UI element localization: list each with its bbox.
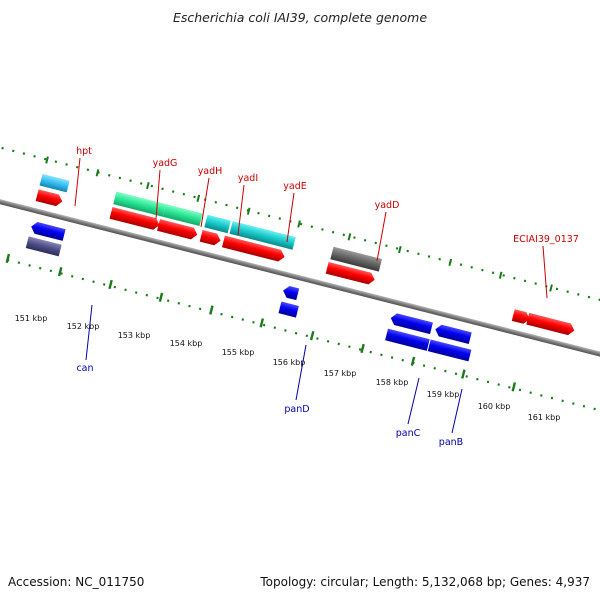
tick-mark: [108, 279, 113, 290]
leader-line-panD: [295, 344, 307, 401]
leader-line-ECIAI39_0137: [542, 245, 548, 299]
tick-mark: [45, 156, 49, 164]
tick-label: 161 kbp: [528, 413, 561, 422]
gene-label-panC: panC: [396, 428, 421, 439]
reverse-tick-marks: [5, 253, 517, 392]
gene-box-yadD[interactable]: [330, 246, 383, 272]
tick-label: 159 kbp: [427, 390, 460, 399]
position-tick-labels: 151 kbp 152 kbp 153 kbp 154 kbp 155 kbp …: [15, 314, 561, 422]
tick-mark: [158, 292, 164, 302]
gene-box-panC[interactable]: [385, 328, 430, 351]
gene-box-yadG[interactable]: [113, 191, 166, 217]
gene-label-can: can: [76, 363, 93, 374]
gene-label-yadD: yadD: [375, 200, 400, 211]
gene-arrow-yadH-forward[interactable]: [157, 219, 199, 240]
tick-mark: [360, 343, 365, 354]
gene-arrow-panD-reverse[interactable]: [282, 285, 300, 301]
gene-box-panB[interactable]: [427, 339, 472, 362]
tick-mark: [146, 181, 150, 190]
tick-mark: [398, 245, 402, 254]
gene-label-panB: panB: [439, 437, 463, 448]
gene-arrow-hpt-forward[interactable]: [35, 189, 64, 207]
gene-arrow-yadD-forward[interactable]: [325, 261, 376, 286]
gene-box-hpt[interactable]: [39, 173, 70, 193]
gene-arrow-yadI-forward[interactable]: [199, 229, 222, 247]
gene-label-ECIAI39_0137: ECIAI39_0137: [513, 234, 579, 245]
gene-arrow-can-reverse[interactable]: [30, 221, 66, 241]
reverse-leader-lines: [85, 304, 463, 434]
tick-label: 151 kbp: [15, 314, 48, 323]
tick-label: 160 kbp: [478, 402, 511, 411]
gene-arrow-panB-reverse[interactable]: [434, 323, 472, 344]
gene-arrow-yadE-forward[interactable]: [221, 235, 286, 263]
tick-mark: [246, 207, 251, 215]
forward-leader-lines: [74, 157, 548, 299]
tick-mark: [297, 220, 301, 228]
tick-mark: [5, 253, 11, 264]
tick-mark: [498, 271, 503, 279]
forward-gene-labels: hpt yadG yadH yadI yadE yadD ECIAI39_013…: [76, 146, 579, 245]
leader-line-yadI: [237, 184, 245, 236]
tick-mark: [259, 318, 265, 328]
tick-label: 153 kbp: [118, 331, 151, 340]
gene-label-panD: panD: [284, 404, 309, 415]
tick-label: 154 kbp: [170, 339, 203, 348]
tick-mark: [549, 284, 553, 292]
gene-box-yadE[interactable]: [229, 221, 296, 250]
tick-label: 157 kbp: [324, 369, 357, 378]
leader-line-panB: [451, 388, 463, 434]
tick-label: 158 kbp: [376, 378, 409, 387]
tick-mark: [309, 331, 315, 341]
gene-arrow-panC-reverse[interactable]: [389, 312, 433, 335]
tick-label: 155 kbp: [222, 348, 255, 357]
gene-label-yadI: yadI: [238, 173, 258, 184]
reverse-gene-features: [25, 221, 472, 362]
tick-mark: [461, 369, 466, 379]
gene-label-hpt: hpt: [76, 146, 92, 157]
genome-summary-text: Topology: circular; Length: 5,132,068 bp…: [259, 575, 590, 589]
gene-label-yadH: yadH: [198, 166, 223, 177]
leader-line-hpt: [74, 157, 81, 207]
leader-line-yadE: [286, 192, 295, 243]
gene-box-panD[interactable]: [278, 301, 299, 318]
tick-mark: [448, 258, 453, 267]
gene-label-yadE: yadE: [283, 181, 306, 192]
forward-gene-features: [35, 173, 575, 336]
leader-line-panC: [407, 377, 420, 425]
gene-box-can[interactable]: [25, 236, 62, 257]
genome-backbone: [0, 174, 600, 365]
gene-arrow-yadG-forward[interactable]: [109, 207, 161, 231]
accession-text: Accession: NC_011750: [8, 575, 144, 589]
map-track-group: [0, 125, 600, 416]
tick-mark: [209, 305, 214, 315]
reverse-gene-labels: can panD panC panB: [76, 363, 463, 448]
leader-line-yadD: [376, 211, 387, 262]
leader-line-yadG: [155, 169, 161, 220]
gene-arrow-ECIAI39_0137-forward[interactable]: [526, 312, 575, 336]
tick-label: 152 kbp: [67, 322, 100, 331]
tick-mark: [410, 356, 416, 366]
gene-box-yadH[interactable]: [162, 204, 203, 227]
leader-line-can: [85, 304, 93, 361]
gene-box-yadI[interactable]: [204, 214, 231, 234]
tick-mark: [57, 267, 63, 277]
tick-mark: [511, 382, 517, 392]
leader-line-yadH: [200, 177, 210, 228]
map-title: Escherichia coli IAI39, complete genome: [173, 10, 427, 25]
tick-label: 156 kbp: [273, 358, 306, 367]
forward-tick-marks: [45, 156, 553, 292]
forward-guide-line: [0, 125, 600, 312]
gene-arrow-orf-forward[interactable]: [511, 309, 531, 325]
tick-mark: [347, 233, 352, 241]
tick-mark: [95, 169, 100, 177]
gene-label-yadG: yadG: [153, 158, 178, 169]
reverse-guide-line: [0, 228, 600, 416]
tick-mark: [196, 194, 201, 203]
